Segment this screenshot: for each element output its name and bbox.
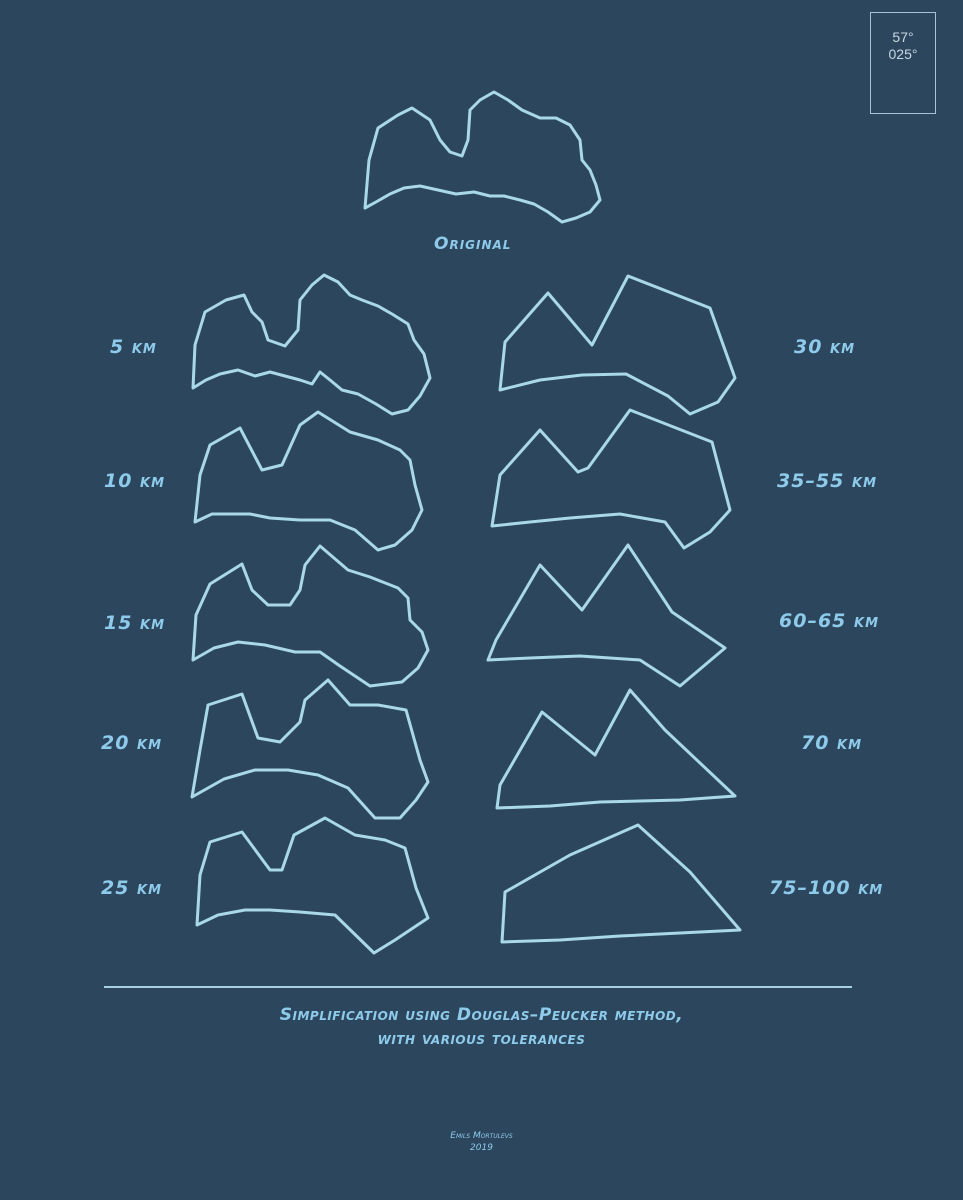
- latvia-outline-25km: [195, 816, 430, 955]
- latvia-outline-30km: [498, 274, 737, 416]
- latvia-outline-60-65km: [486, 543, 727, 688]
- level-label-30km: 30 km: [794, 336, 856, 358]
- level-label-70km: 70 km: [801, 732, 863, 754]
- latvia-outline-5km: [191, 273, 432, 416]
- latvia-outline-35-55km: [490, 408, 732, 550]
- credit-author: Emils Mortulevs: [450, 1131, 513, 1141]
- latvia-outline-20km: [190, 678, 430, 820]
- longitude-text: 025°: [888, 46, 918, 62]
- credit: Emils Mortulevs 2019: [0, 1130, 963, 1154]
- level-label-60-65km: 60–65 km: [779, 610, 880, 632]
- caption-line-2: with various tolerances: [377, 1029, 586, 1049]
- level-label-20km: 20 km: [101, 732, 163, 754]
- level-label-10km: 10 km: [104, 470, 166, 492]
- level-label-15km: 15 km: [104, 612, 166, 634]
- coordinates-box: 57° 025°: [870, 12, 936, 114]
- latvia-outline-original: [363, 90, 602, 224]
- credit-year: 2019: [470, 1143, 493, 1153]
- latvia-outline-75-100km: [500, 823, 742, 944]
- caption: Simplification using Douglas–Peucker met…: [0, 1003, 963, 1051]
- level-label-75-100km: 75–100 km: [769, 877, 884, 899]
- latvia-outline-15km: [191, 544, 430, 688]
- divider-line: [104, 986, 852, 988]
- latvia-outline-70km: [495, 688, 737, 810]
- original-label: Original: [434, 234, 512, 254]
- caption-line-1: Simplification using Douglas–Peucker met…: [279, 1005, 684, 1025]
- latitude-text: 57°: [892, 29, 914, 45]
- latvia-outline-10km: [193, 410, 424, 552]
- level-label-25km: 25 km: [101, 877, 163, 899]
- level-label-5km: 5 km: [110, 336, 157, 358]
- level-label-35-55km: 35–55 km: [777, 470, 878, 492]
